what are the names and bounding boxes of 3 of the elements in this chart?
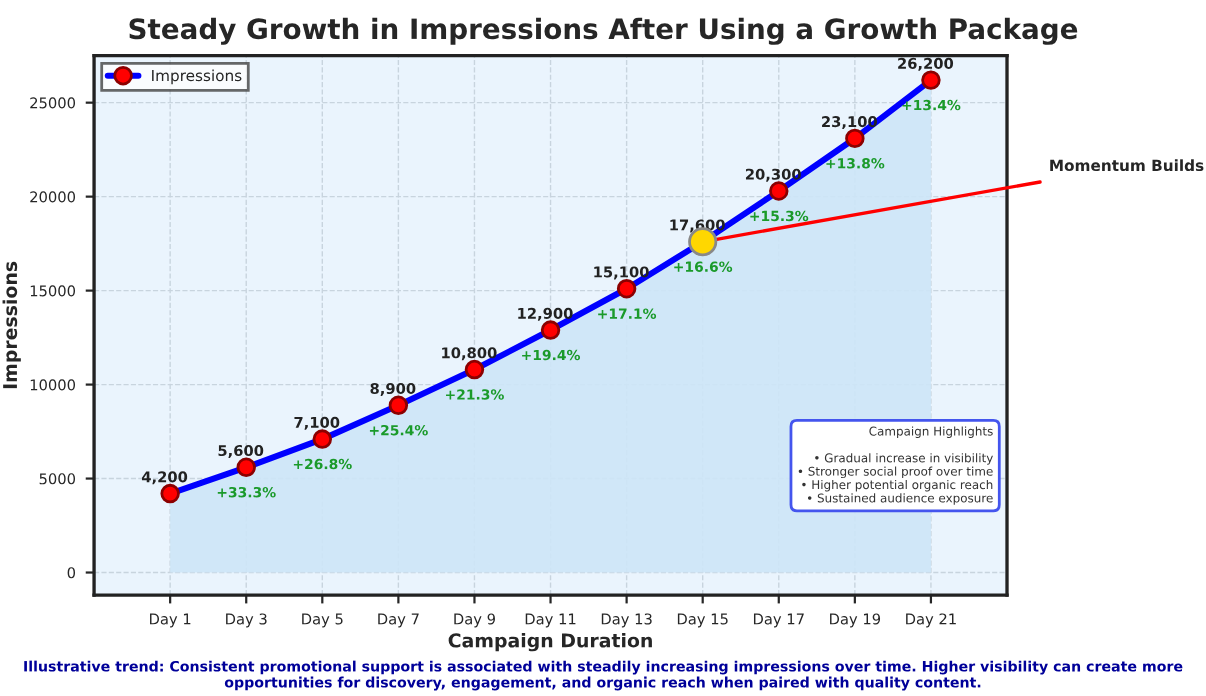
- x-axis-title: Campaign Duration: [448, 632, 652, 652]
- y-axis-title: Impressions: [2, 261, 21, 389]
- chart-title: Steady Growth in Impressions After Using a Growth Package: [129, 17, 1078, 45]
